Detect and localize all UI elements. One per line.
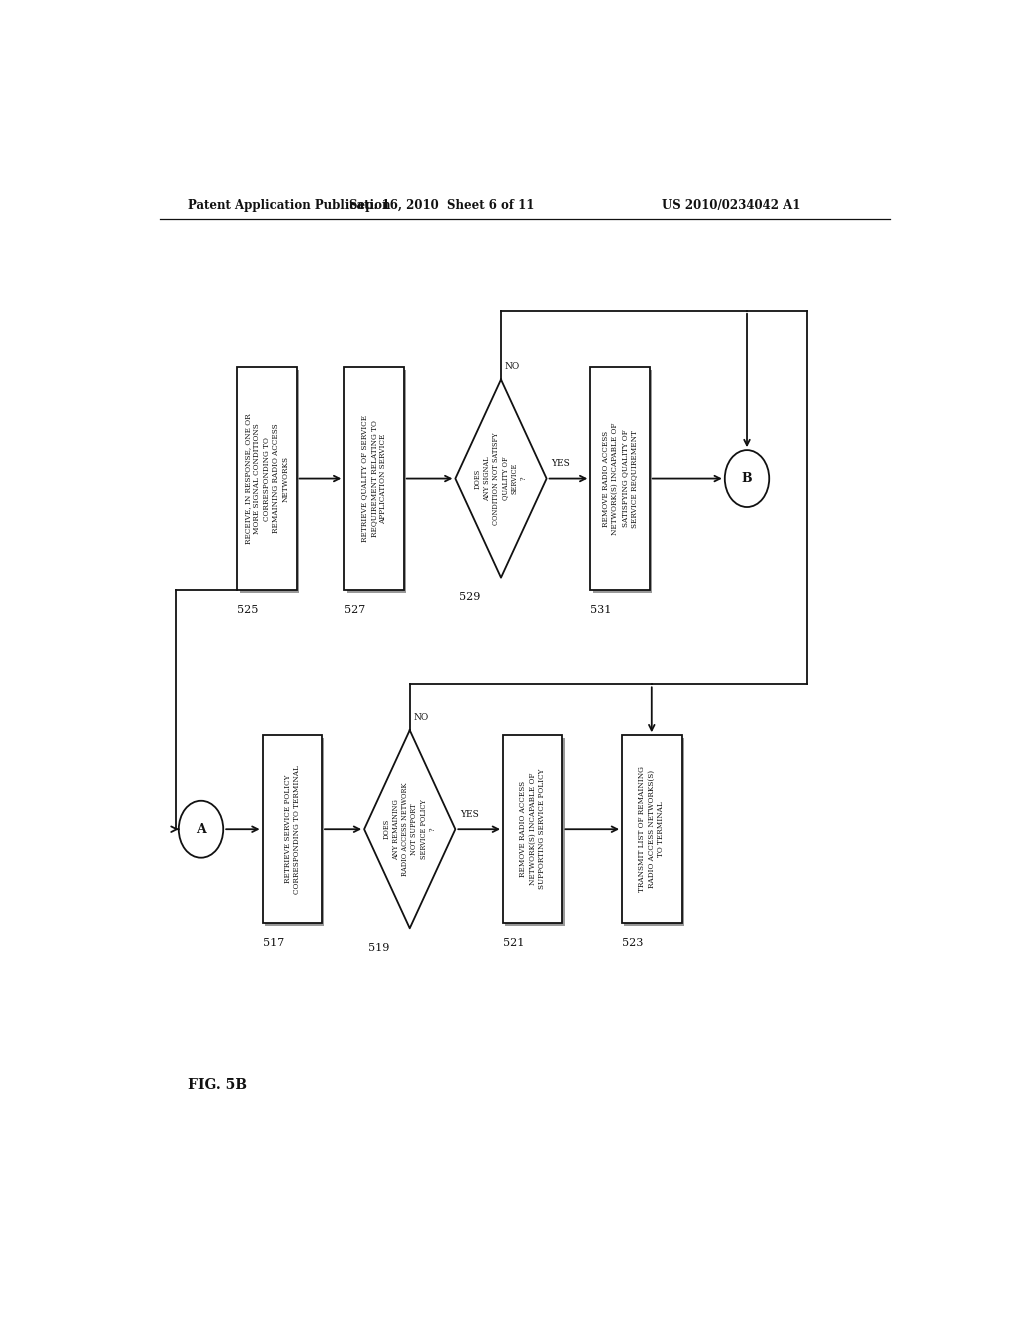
Bar: [506, 738, 565, 927]
Text: 523: 523: [622, 937, 643, 948]
Bar: [625, 738, 684, 927]
Bar: [238, 367, 297, 590]
Text: DOES
ANY SIGNAL
CONDITION NOT SATISFY
QUALITY OF
SERVICE
?: DOES ANY SIGNAL CONDITION NOT SATISFY QU…: [474, 433, 528, 525]
Text: TRANSMIT LIST OF REMAINING
RADIO ACCESS NETWORKS(S)
TO TERMINAL: TRANSMIT LIST OF REMAINING RADIO ACCESS …: [638, 766, 666, 892]
Text: 517: 517: [262, 937, 284, 948]
Text: 529: 529: [460, 593, 480, 602]
Text: US 2010/0234042 A1: US 2010/0234042 A1: [662, 198, 801, 211]
Text: 525: 525: [238, 605, 258, 615]
Text: DOES
ANY REMAINING
RADIO ACCESS NETWORK
NOT SUPPORT
SERVICE POLICY
?: DOES ANY REMAINING RADIO ACCESS NETWORK …: [383, 783, 436, 876]
Text: B: B: [741, 473, 753, 484]
Bar: [240, 370, 299, 594]
Bar: [622, 735, 682, 923]
Text: 519: 519: [368, 942, 389, 953]
Text: RETRIEVE QUALITY OF SERVICE
REQUIREMENT RELATING TO
APPLICATION SERVICE: RETRIEVE QUALITY OF SERVICE REQUIREMENT …: [360, 414, 387, 543]
Bar: [265, 738, 325, 927]
Text: 527: 527: [344, 605, 366, 615]
Text: Sep. 16, 2010  Sheet 6 of 11: Sep. 16, 2010 Sheet 6 of 11: [349, 198, 535, 211]
Bar: [344, 367, 403, 590]
Text: 521: 521: [503, 937, 524, 948]
Bar: [590, 367, 650, 590]
Text: 531: 531: [590, 605, 611, 615]
Polygon shape: [456, 379, 547, 578]
Text: YES: YES: [460, 810, 479, 818]
Text: REMOVE RADIO ACCESS
NETWORK(S) INCAPABLE OF
SATISFYING QUALITY OF
SERVICE REQUIR: REMOVE RADIO ACCESS NETWORK(S) INCAPABLE…: [602, 422, 638, 535]
Text: YES: YES: [551, 459, 570, 469]
Text: NO: NO: [505, 362, 520, 371]
Bar: [593, 370, 652, 594]
Text: Patent Application Publication: Patent Application Publication: [187, 198, 390, 211]
Text: NO: NO: [414, 713, 429, 722]
Text: RETRIEVE SERVICE POLICY
CORRESPONDING TO TERMINAL: RETRIEVE SERVICE POLICY CORRESPONDING TO…: [284, 764, 301, 894]
Text: RECEIVE, IN RESPONSE, ONE OR
MORE SIGNAL CONDITIONS
CORRESPONDING TO
REMAINING R: RECEIVE, IN RESPONSE, ONE OR MORE SIGNAL…: [244, 413, 290, 544]
Bar: [262, 735, 322, 923]
Text: FIG. 5B: FIG. 5B: [187, 1078, 247, 1093]
Polygon shape: [365, 730, 456, 928]
Text: REMOVE RADIO ACCESS
NETWORK(S) INCAPABLE OF
SUPPORTING SERVICE POLICY: REMOVE RADIO ACCESS NETWORK(S) INCAPABLE…: [519, 770, 546, 890]
Bar: [347, 370, 407, 594]
Bar: [503, 735, 562, 923]
Text: A: A: [197, 822, 206, 836]
